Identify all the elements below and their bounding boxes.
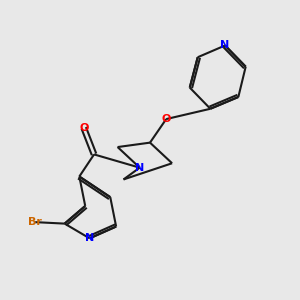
Text: N: N [85,233,94,243]
Text: O: O [161,114,171,124]
Text: N: N [135,163,144,173]
Text: N: N [220,40,230,50]
Text: Br: Br [28,217,42,227]
Text: O: O [79,123,88,133]
